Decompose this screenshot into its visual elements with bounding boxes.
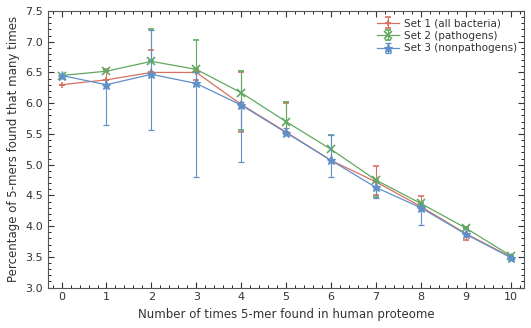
X-axis label: Number of times 5-mer found in human proteome: Number of times 5-mer found in human pro…	[138, 308, 434, 321]
Legend: Set 1 (all bacteria), Set 2 (pathogens), Set 3 (nonpathogens): Set 1 (all bacteria), Set 2 (pathogens),…	[374, 16, 519, 55]
Y-axis label: Percentage of 5-mers found that many times: Percentage of 5-mers found that many tim…	[7, 16, 20, 282]
